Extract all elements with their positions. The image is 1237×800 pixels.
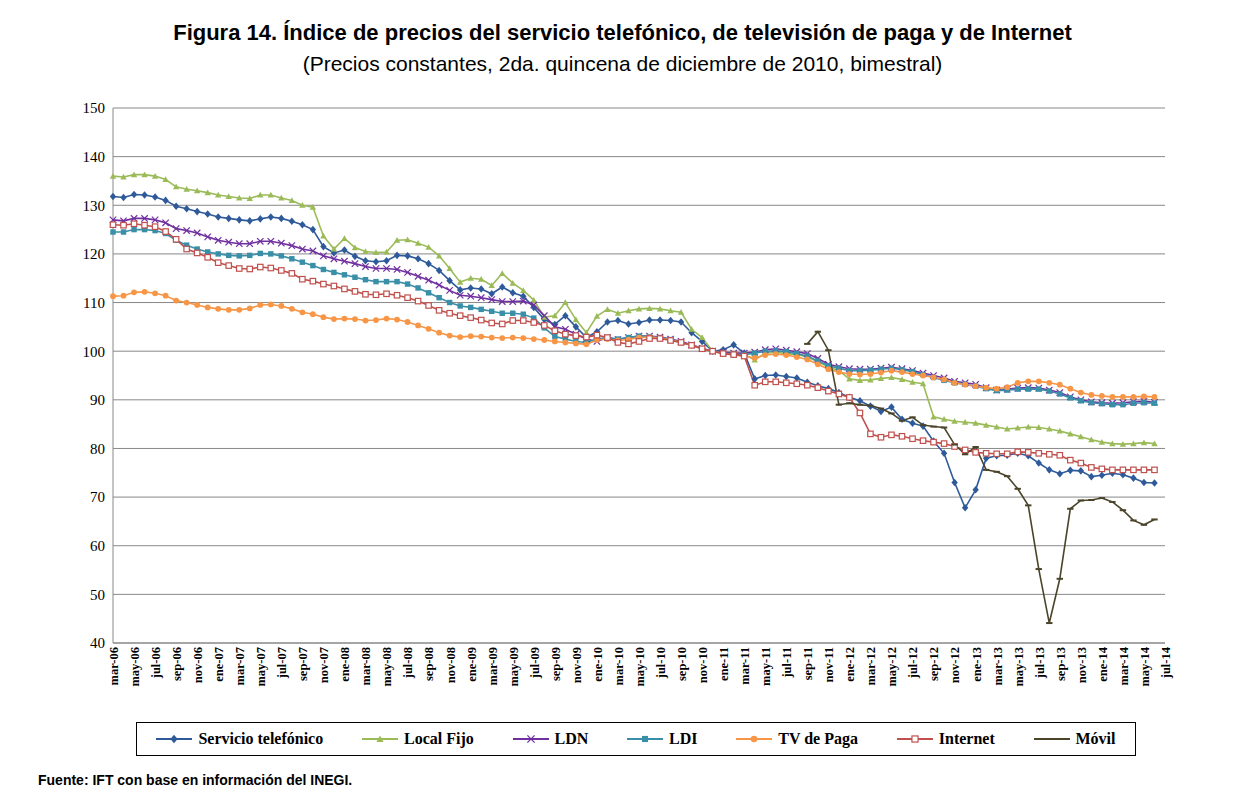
- svg-text:nov-13: nov-13: [1075, 647, 1089, 683]
- svg-text:ene-09: ene-09: [465, 647, 479, 682]
- svg-text:sep-09: sep-09: [549, 647, 563, 681]
- html-text:Figura 14. Índice de precios d: Figura 14. Índice de precios del servici…: [173, 20, 1072, 45]
- svg-text:may-07: may-07: [254, 647, 268, 687]
- svg-text:jul-12: jul-12: [906, 647, 920, 679]
- svg-text:may-10: may-10: [633, 647, 647, 687]
- svg-text:nov-09: nov-09: [570, 647, 584, 683]
- svg-text:sep-13: sep-13: [1054, 647, 1068, 681]
- svg-text:sep-07: sep-07: [296, 647, 310, 681]
- svg-text:nov-07: nov-07: [317, 647, 331, 683]
- svg-text:jul-09: jul-09: [528, 647, 542, 679]
- svg-text:mar-10: mar-10: [612, 647, 626, 685]
- svg-text:jul-13: jul-13: [1033, 647, 1047, 679]
- svg-text:ene-13: ene-13: [970, 647, 984, 682]
- svg-text:mar-13: mar-13: [991, 647, 1005, 685]
- svg-text:70: 70: [90, 489, 105, 505]
- svg-text:may-13: may-13: [1012, 647, 1026, 687]
- svg-text:jul-07: jul-07: [275, 647, 289, 679]
- svg-text:sep-10: sep-10: [675, 647, 689, 681]
- svg-text:mar-09: mar-09: [486, 647, 500, 685]
- svg-text:may-11: may-11: [759, 647, 773, 686]
- svg-text:sep-06: sep-06: [170, 647, 184, 681]
- svg-text:130: 130: [83, 198, 106, 214]
- svg-text:nov-08: nov-08: [444, 647, 458, 683]
- svg-text:120: 120: [83, 246, 106, 262]
- svg-text:may-12: may-12: [885, 647, 899, 687]
- svg-text:jul-06: jul-06: [149, 647, 163, 679]
- html-text:Local Fijo: Local Fijo: [404, 730, 474, 747]
- svg-text:mar-07: mar-07: [233, 647, 247, 685]
- svg-text:nov-12: nov-12: [948, 647, 962, 683]
- svg-text:ene-14: ene-14: [1096, 646, 1110, 681]
- html-text:Fuente: IFT con base en inform: Fuente: IFT con base en información del …: [38, 772, 353, 788]
- html-text:Servicio telefónico: Servicio telefónico: [198, 730, 324, 747]
- svg-text:jul-11: jul-11: [780, 647, 794, 679]
- html-text:Móvil: Móvil: [1075, 730, 1116, 747]
- svg-text:mar-11: mar-11: [738, 647, 752, 685]
- svg-text:jul-08: jul-08: [401, 647, 415, 679]
- html-text:LDN: LDN: [554, 730, 589, 747]
- svg-text:60: 60: [90, 538, 105, 554]
- svg-text:40: 40: [90, 635, 105, 651]
- svg-text:50: 50: [90, 587, 105, 603]
- svg-text:100: 100: [83, 344, 106, 360]
- svg-text:jul-10: jul-10: [654, 647, 668, 679]
- svg-text:may-06: may-06: [128, 647, 142, 687]
- svg-text:jul-14: jul-14: [1159, 646, 1173, 679]
- svg-text:sep-11: sep-11: [801, 647, 815, 680]
- svg-text:90: 90: [90, 392, 105, 408]
- svg-text:may-08: may-08: [380, 647, 394, 687]
- html-text:LDI: LDI: [669, 730, 698, 747]
- svg-text:ene-08: ene-08: [338, 647, 352, 682]
- html-text:(Precios constantes, 2da. quin: (Precios constantes, 2da. quincena de di…: [302, 52, 943, 75]
- svg-text:nov-10: nov-10: [696, 647, 710, 683]
- svg-text:sep-12: sep-12: [927, 647, 941, 681]
- svg-text:nov-11: nov-11: [822, 647, 836, 682]
- svg-text:ene-12: ene-12: [843, 647, 857, 682]
- svg-text:110: 110: [83, 295, 105, 311]
- svg-text:sep-08: sep-08: [422, 647, 436, 681]
- svg-text:may-14: may-14: [1138, 646, 1152, 686]
- svg-text:150: 150: [83, 100, 106, 116]
- svg-text:80: 80: [90, 441, 105, 457]
- svg-text:mar-12: mar-12: [864, 647, 878, 685]
- svg-text:140: 140: [83, 149, 106, 165]
- svg-text:mar-08: mar-08: [359, 647, 373, 685]
- svg-text:ene-07: ene-07: [212, 647, 226, 682]
- svg-text:may-09: may-09: [507, 647, 521, 687]
- svg-text:mar-14: mar-14: [1117, 646, 1131, 685]
- svg-text:ene-10: ene-10: [591, 647, 605, 682]
- svg-text:nov-06: nov-06: [191, 647, 205, 683]
- html-text:TV de Paga: TV de Paga: [778, 730, 858, 747]
- html-text:Internet: Internet: [938, 730, 995, 747]
- svg-text:ene-11: ene-11: [717, 647, 731, 681]
- svg-text:mar-06: mar-06: [107, 647, 121, 685]
